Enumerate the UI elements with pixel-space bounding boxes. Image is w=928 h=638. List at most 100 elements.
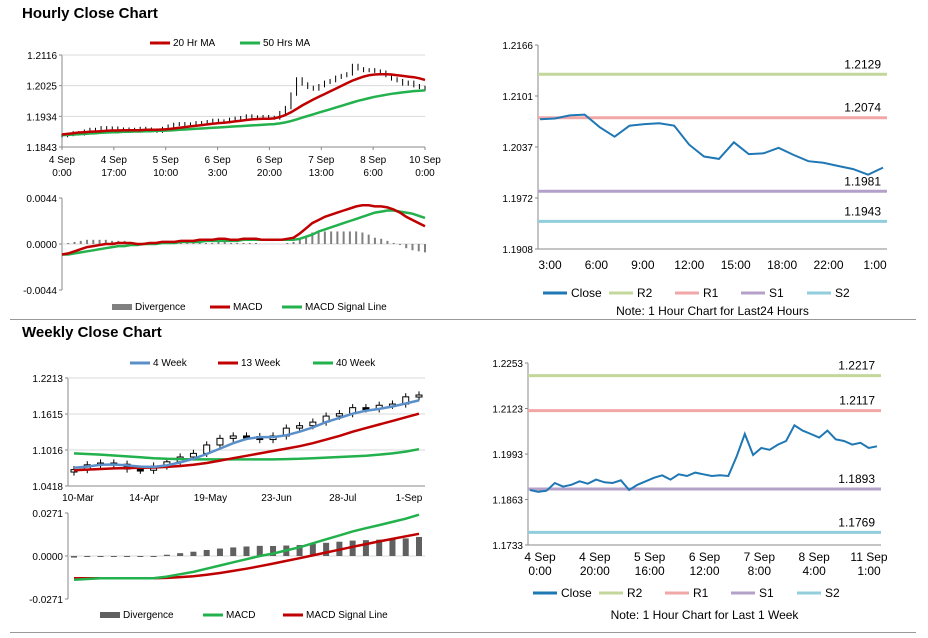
legend-40-week-label: 40 Week: [336, 358, 376, 369]
hourly-price-xtick-date: 8 Sep: [360, 155, 387, 166]
hourly-section-title: Hourly Close Chart: [22, 5, 158, 22]
weekly-levels-r1-label: 1.2117: [839, 394, 875, 408]
weekly-4w-line: [73, 399, 420, 470]
hourly-macd-ytick-label: -0.0044: [23, 286, 57, 297]
weekly-price-xtick-label: 14-Apr: [129, 493, 160, 504]
weekly-macd-ytick-label: 0.0000: [32, 552, 63, 563]
hourly-levels-xtick-label: 9:00: [631, 258, 655, 272]
weekly-price-xtick-label: 10-Mar: [62, 493, 94, 504]
hourly-price-ytick-label: 1.1843: [26, 143, 57, 154]
hourly-price-xtick-date: 4 Sep: [49, 155, 76, 166]
hourly-price-xtick-time: 10:00: [153, 168, 178, 179]
weekly-divergence-bar: [190, 551, 197, 556]
weekly-divergence-bar: [402, 538, 409, 556]
weekly-candle-body: [335, 413, 343, 417]
hourly-levels-xtick-label: 18:00: [767, 258, 797, 272]
weekly-divergence-bar: [97, 556, 104, 557]
weekly-candle-body: [216, 437, 224, 446]
weekly-levels-xtick-time: 8:00: [748, 564, 772, 578]
legend-4-week-label: 4 Week: [153, 358, 188, 369]
weekly-divergence-bar: [389, 539, 396, 556]
weekly-levels-note: Note: 1 Hour Chart for Last 1 Week: [611, 608, 800, 622]
weekly-divergence-bar: [296, 545, 303, 556]
weekly-divergence-bar: [163, 554, 170, 556]
weekly-levels-ytick-label: 1.1863: [492, 496, 523, 507]
section-divider: [10, 319, 916, 320]
hourly-levels-xtick-label: 22:00: [814, 258, 844, 272]
hourly-price-xtick-date: 5 Sep: [153, 155, 180, 166]
hourly-price-xtick-date: 4 Sep: [101, 155, 128, 166]
hourly-macd-ytick-label: 0.0044: [26, 194, 57, 205]
weekly-levels-legend-r2-label: R2: [627, 586, 643, 600]
weekly-divergence-bar: [256, 545, 263, 556]
hourly-levels-s1-label: 1.1981: [844, 174, 881, 188]
hourly-price-ytick-label: 1.2116: [27, 51, 57, 62]
weekly-levels-xtick-time: 4:00: [802, 564, 826, 578]
weekly-candle-body: [189, 452, 197, 458]
hourly-price-ytick-label: 1.1934: [26, 112, 57, 123]
hourly-price-xtick-time: 0:00: [415, 168, 435, 179]
hourly-levels-r1-label: 1.2074: [844, 101, 881, 115]
weekly-40w-line: [73, 447, 420, 461]
weekly-levels-xtick-date: 6 Sep: [689, 550, 721, 564]
legend-13-week-label: 13 Week: [241, 358, 281, 369]
weekly-price-xtick-label: 28-Jul: [329, 493, 356, 504]
hourly-levels-xtick-label: 6:00: [585, 258, 609, 272]
hourly-price-xtick-date: 7 Sep: [308, 155, 335, 166]
weekly-levels-xtick-date: 8 Sep: [798, 550, 830, 564]
hourly-levels-legend-s1-label: S1: [769, 286, 784, 300]
weekly-levels-legend-close-label: Close: [561, 586, 592, 600]
hourly-levels-legend-close-label: Close: [571, 286, 602, 300]
weekly-candle-body: [136, 468, 144, 472]
legend-hourly-macd-label: MACD: [233, 302, 262, 313]
weekly-divergence-bar: [216, 548, 223, 556]
weekly-candle-body: [309, 421, 317, 427]
hourly-levels-xtick-label: 15:00: [721, 258, 751, 272]
weekly-divergence-bar: [243, 546, 250, 556]
legend-hourly-signal-label: MACD Signal Line: [305, 302, 387, 313]
legend-hourly-divergence-label: Divergence: [135, 302, 186, 313]
weekly-section-title: Weekly Close Chart: [22, 324, 162, 341]
weekly-price-ytick-label: 1.1016: [32, 446, 63, 457]
weekly-levels-legend-s1-label: S1: [759, 586, 774, 600]
weekly-divergence-bar: [203, 549, 210, 556]
hourly-levels-note: Note: 1 Hour Chart for Last24 Hours: [616, 304, 809, 318]
weekly-levels-xtick-date: 11 Sep: [850, 550, 887, 564]
weekly-levels-xtick-date: 5 Sep: [634, 550, 666, 564]
weekly-levels-xtick-time: 16:00: [635, 564, 665, 578]
hourly-levels-xtick-label: 3:00: [538, 258, 562, 272]
hourly-price-xtick-time: 0:00: [52, 168, 72, 179]
weekly-13w-line: [73, 412, 420, 472]
weekly-macd-ytick-label: 0.0271: [32, 509, 63, 520]
weekly-levels-ytick-label: 1.1733: [492, 541, 523, 552]
hourly-price-xtick-date: 6 Sep: [256, 155, 283, 166]
hourly-price-xtick-time: 6:00: [363, 168, 383, 179]
weekly-levels-close-line: [529, 423, 878, 493]
weekly-price-ytick-label: 1.2213: [32, 374, 63, 385]
weekly-price-ytick-label: 1.1615: [32, 410, 63, 421]
legend-weekly-divergence-label: Divergence: [123, 610, 174, 621]
weekly-levels-ytick-label: 1.2253: [492, 359, 523, 370]
weekly-macd-line: [73, 513, 420, 582]
weekly-divergence-bar: [110, 556, 117, 557]
weekly-candle-body: [229, 435, 237, 439]
weekly-divergence-bar: [150, 556, 157, 557]
hourly-levels-ytick-label: 1.2166: [502, 41, 533, 52]
hourly-levels-ytick-label: 1.1972: [502, 194, 533, 205]
hourly-levels-ytick-label: 1.2037: [502, 143, 533, 154]
legend-50hrs-ma-label: 50 Hrs MA: [263, 38, 311, 49]
hourly-levels-s2-label: 1.1943: [844, 204, 881, 218]
hourly-macd-ytick-label: 0.0000: [26, 240, 57, 251]
weekly-divergence-bar: [84, 556, 91, 557]
hourly-price-xtick-date: 6 Sep: [205, 155, 232, 166]
hourly-levels-xtick-label: 1:00: [863, 258, 887, 272]
hourly-price-xtick-date: 10 Sep: [409, 155, 441, 166]
legend-weekly-signal-label: MACD Signal Line: [306, 610, 388, 621]
weekly-divergence-bar: [71, 556, 77, 558]
legend-20hr-ma-label: 20 Hr MA: [173, 38, 216, 49]
weekly-divergence-bar: [124, 556, 131, 557]
hourly-levels-legend-r2-label: R2: [637, 286, 653, 300]
legend-weekly-divergence-swatch: [100, 612, 120, 618]
hourly-levels-r2-label: 1.2129: [844, 57, 881, 71]
hourly-price-xtick-time: 13:00: [309, 168, 334, 179]
